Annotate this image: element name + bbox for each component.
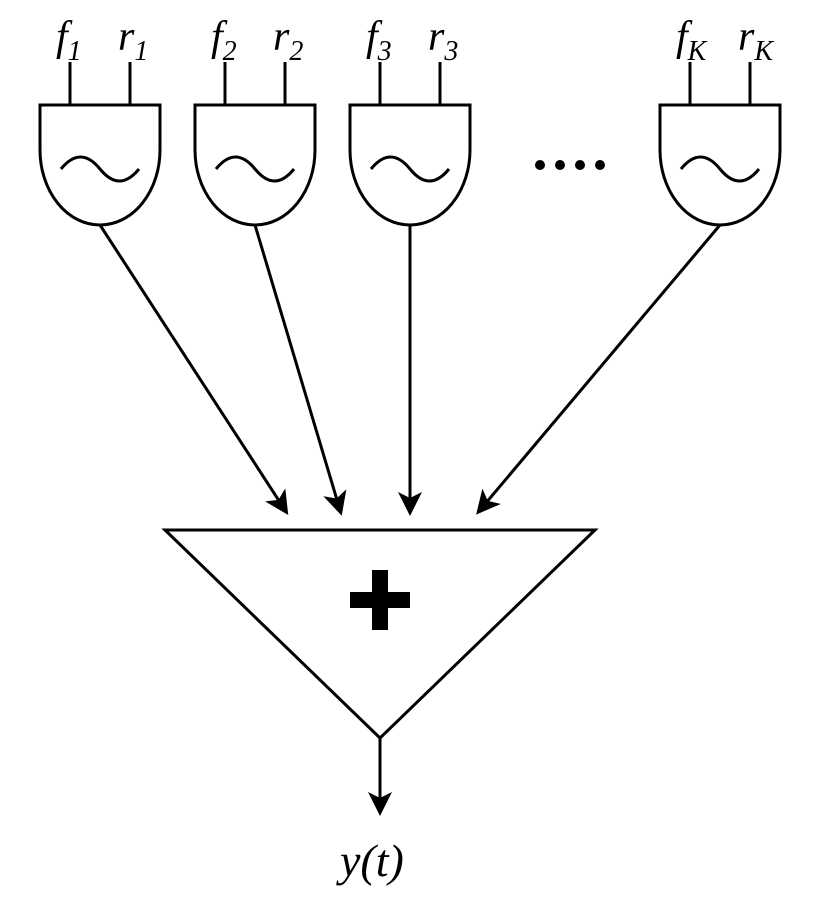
output-label: y(t) xyxy=(336,835,404,886)
oscillator-body xyxy=(350,105,470,225)
label-f: f3 xyxy=(366,14,392,67)
arrow-to-adder xyxy=(255,225,340,510)
sine-icon xyxy=(371,157,449,181)
label-f: fK xyxy=(676,14,708,67)
ellipsis xyxy=(535,160,605,170)
label-f: f1 xyxy=(56,14,82,67)
label-r: r2 xyxy=(273,14,303,67)
oscillator: fK rK xyxy=(660,14,780,225)
ellipsis-dot xyxy=(555,160,565,170)
oscillator-body xyxy=(40,105,160,225)
arrow-to-adder xyxy=(100,225,285,510)
ellipsis-dot xyxy=(535,160,545,170)
label-r: rK xyxy=(738,14,774,67)
oscillator: f2 r2 xyxy=(195,14,315,225)
ellipsis-dot xyxy=(575,160,585,170)
adder-triangle xyxy=(165,530,595,738)
label-f: f2 xyxy=(211,14,237,67)
sine-icon xyxy=(61,157,139,181)
oscillator: f1 r1 xyxy=(40,14,160,225)
adder xyxy=(165,530,595,738)
oscillator: f3 r3 xyxy=(350,14,470,225)
oscillator-body xyxy=(195,105,315,225)
ellipsis-dot xyxy=(595,160,605,170)
arrow-to-adder xyxy=(480,225,720,510)
label-r: r1 xyxy=(118,14,148,67)
oscillator-body xyxy=(660,105,780,225)
label-r: r3 xyxy=(428,14,458,67)
sine-icon xyxy=(681,157,759,181)
sine-icon xyxy=(216,157,294,181)
